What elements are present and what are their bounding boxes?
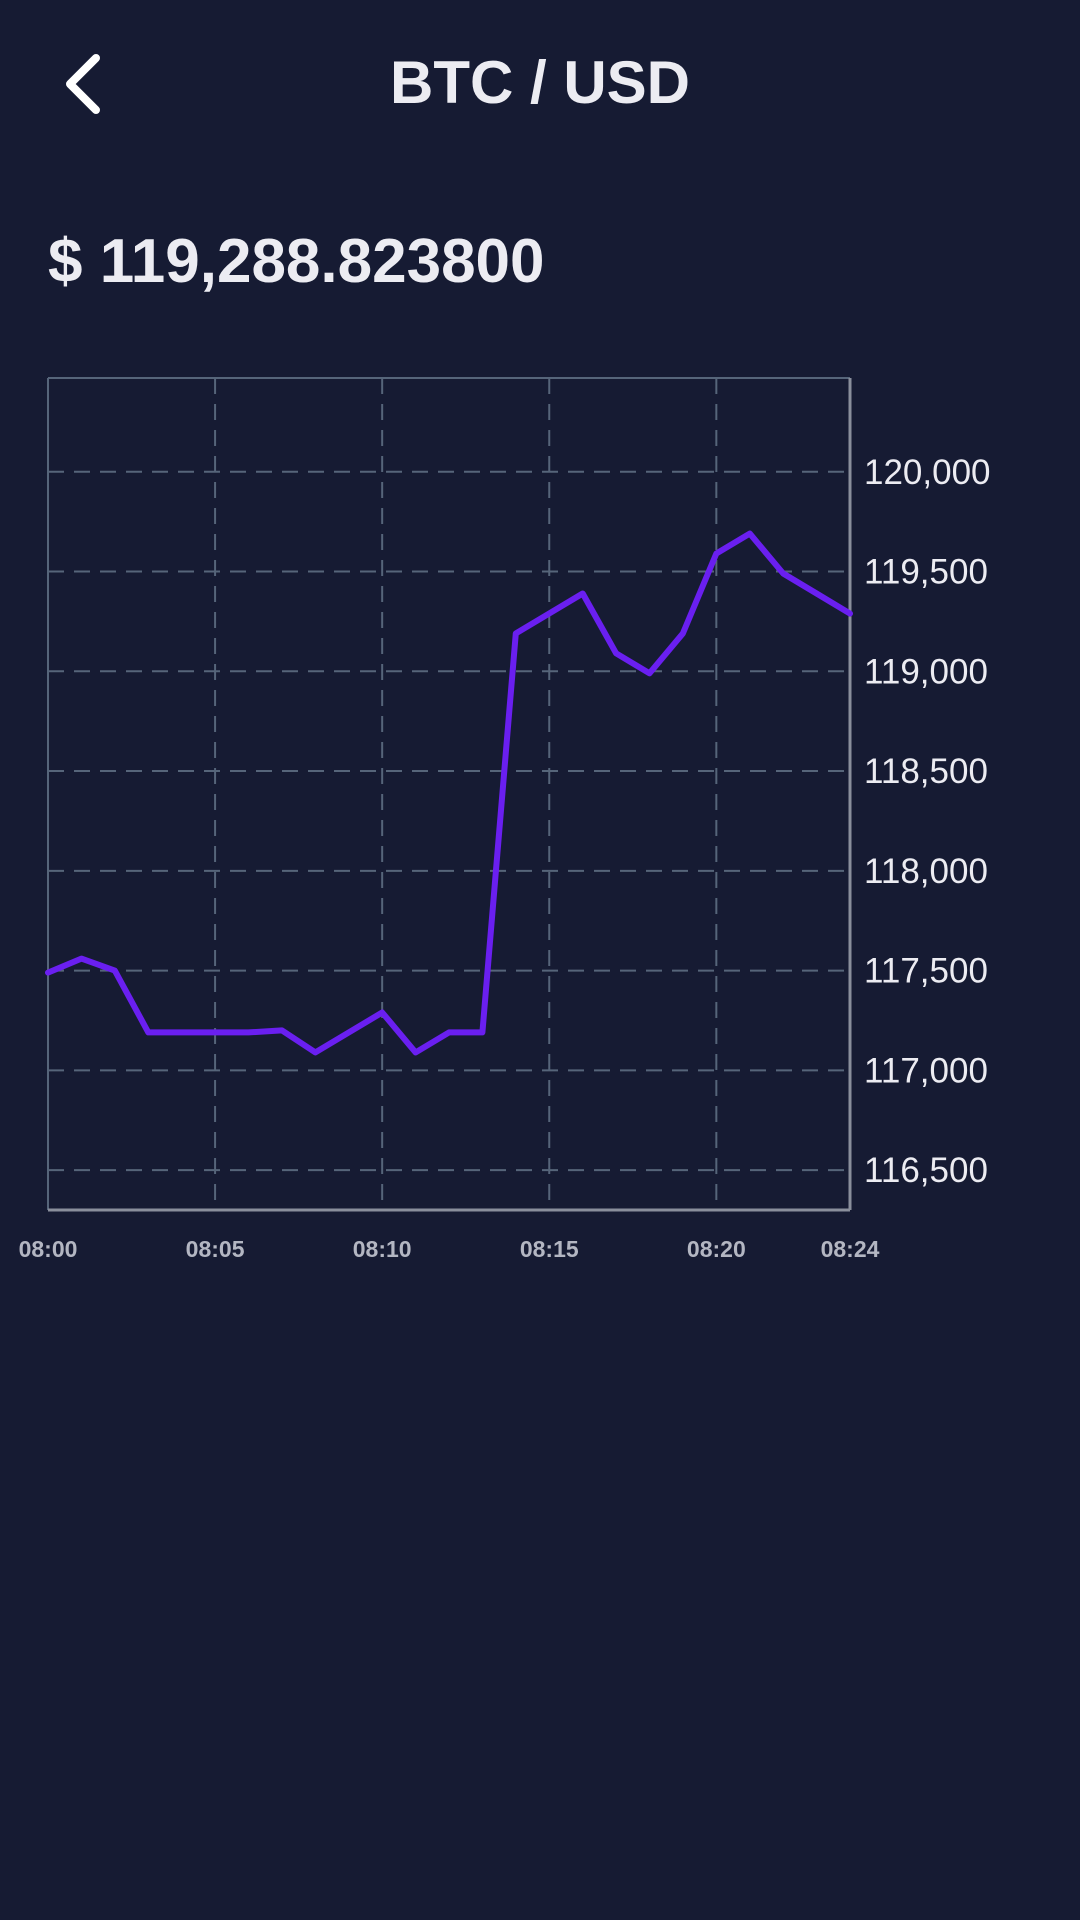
y-tick-label: 117,000 (864, 1051, 988, 1090)
page-title: BTC / USD (390, 49, 690, 116)
chevron-left-icon (66, 54, 100, 114)
y-tick-label: 119,000 (864, 652, 988, 691)
x-tick-label: 08:20 (687, 1236, 746, 1262)
y-tick-label: 120,000 (864, 453, 991, 492)
price-line (45, 530, 853, 1056)
x-tick-label: 08:24 (821, 1236, 880, 1262)
y-tick-label: 118,500 (864, 752, 988, 791)
x-tick-label: 08:15 (520, 1236, 579, 1262)
y-tick-label: 119,500 (864, 553, 988, 592)
back-button[interactable] (54, 44, 124, 124)
header: BTC / USD (0, 0, 1080, 170)
x-tick-label: 08:05 (186, 1236, 245, 1262)
y-tick-label: 116,500 (864, 1151, 988, 1190)
y-tick-label: 118,000 (864, 852, 988, 891)
y-tick-label: 117,500 (864, 952, 988, 991)
x-tick-label: 08:00 (19, 1236, 78, 1262)
current-price: $ 119,288.823800 (48, 227, 545, 296)
x-tick-label: 08:10 (353, 1236, 412, 1262)
